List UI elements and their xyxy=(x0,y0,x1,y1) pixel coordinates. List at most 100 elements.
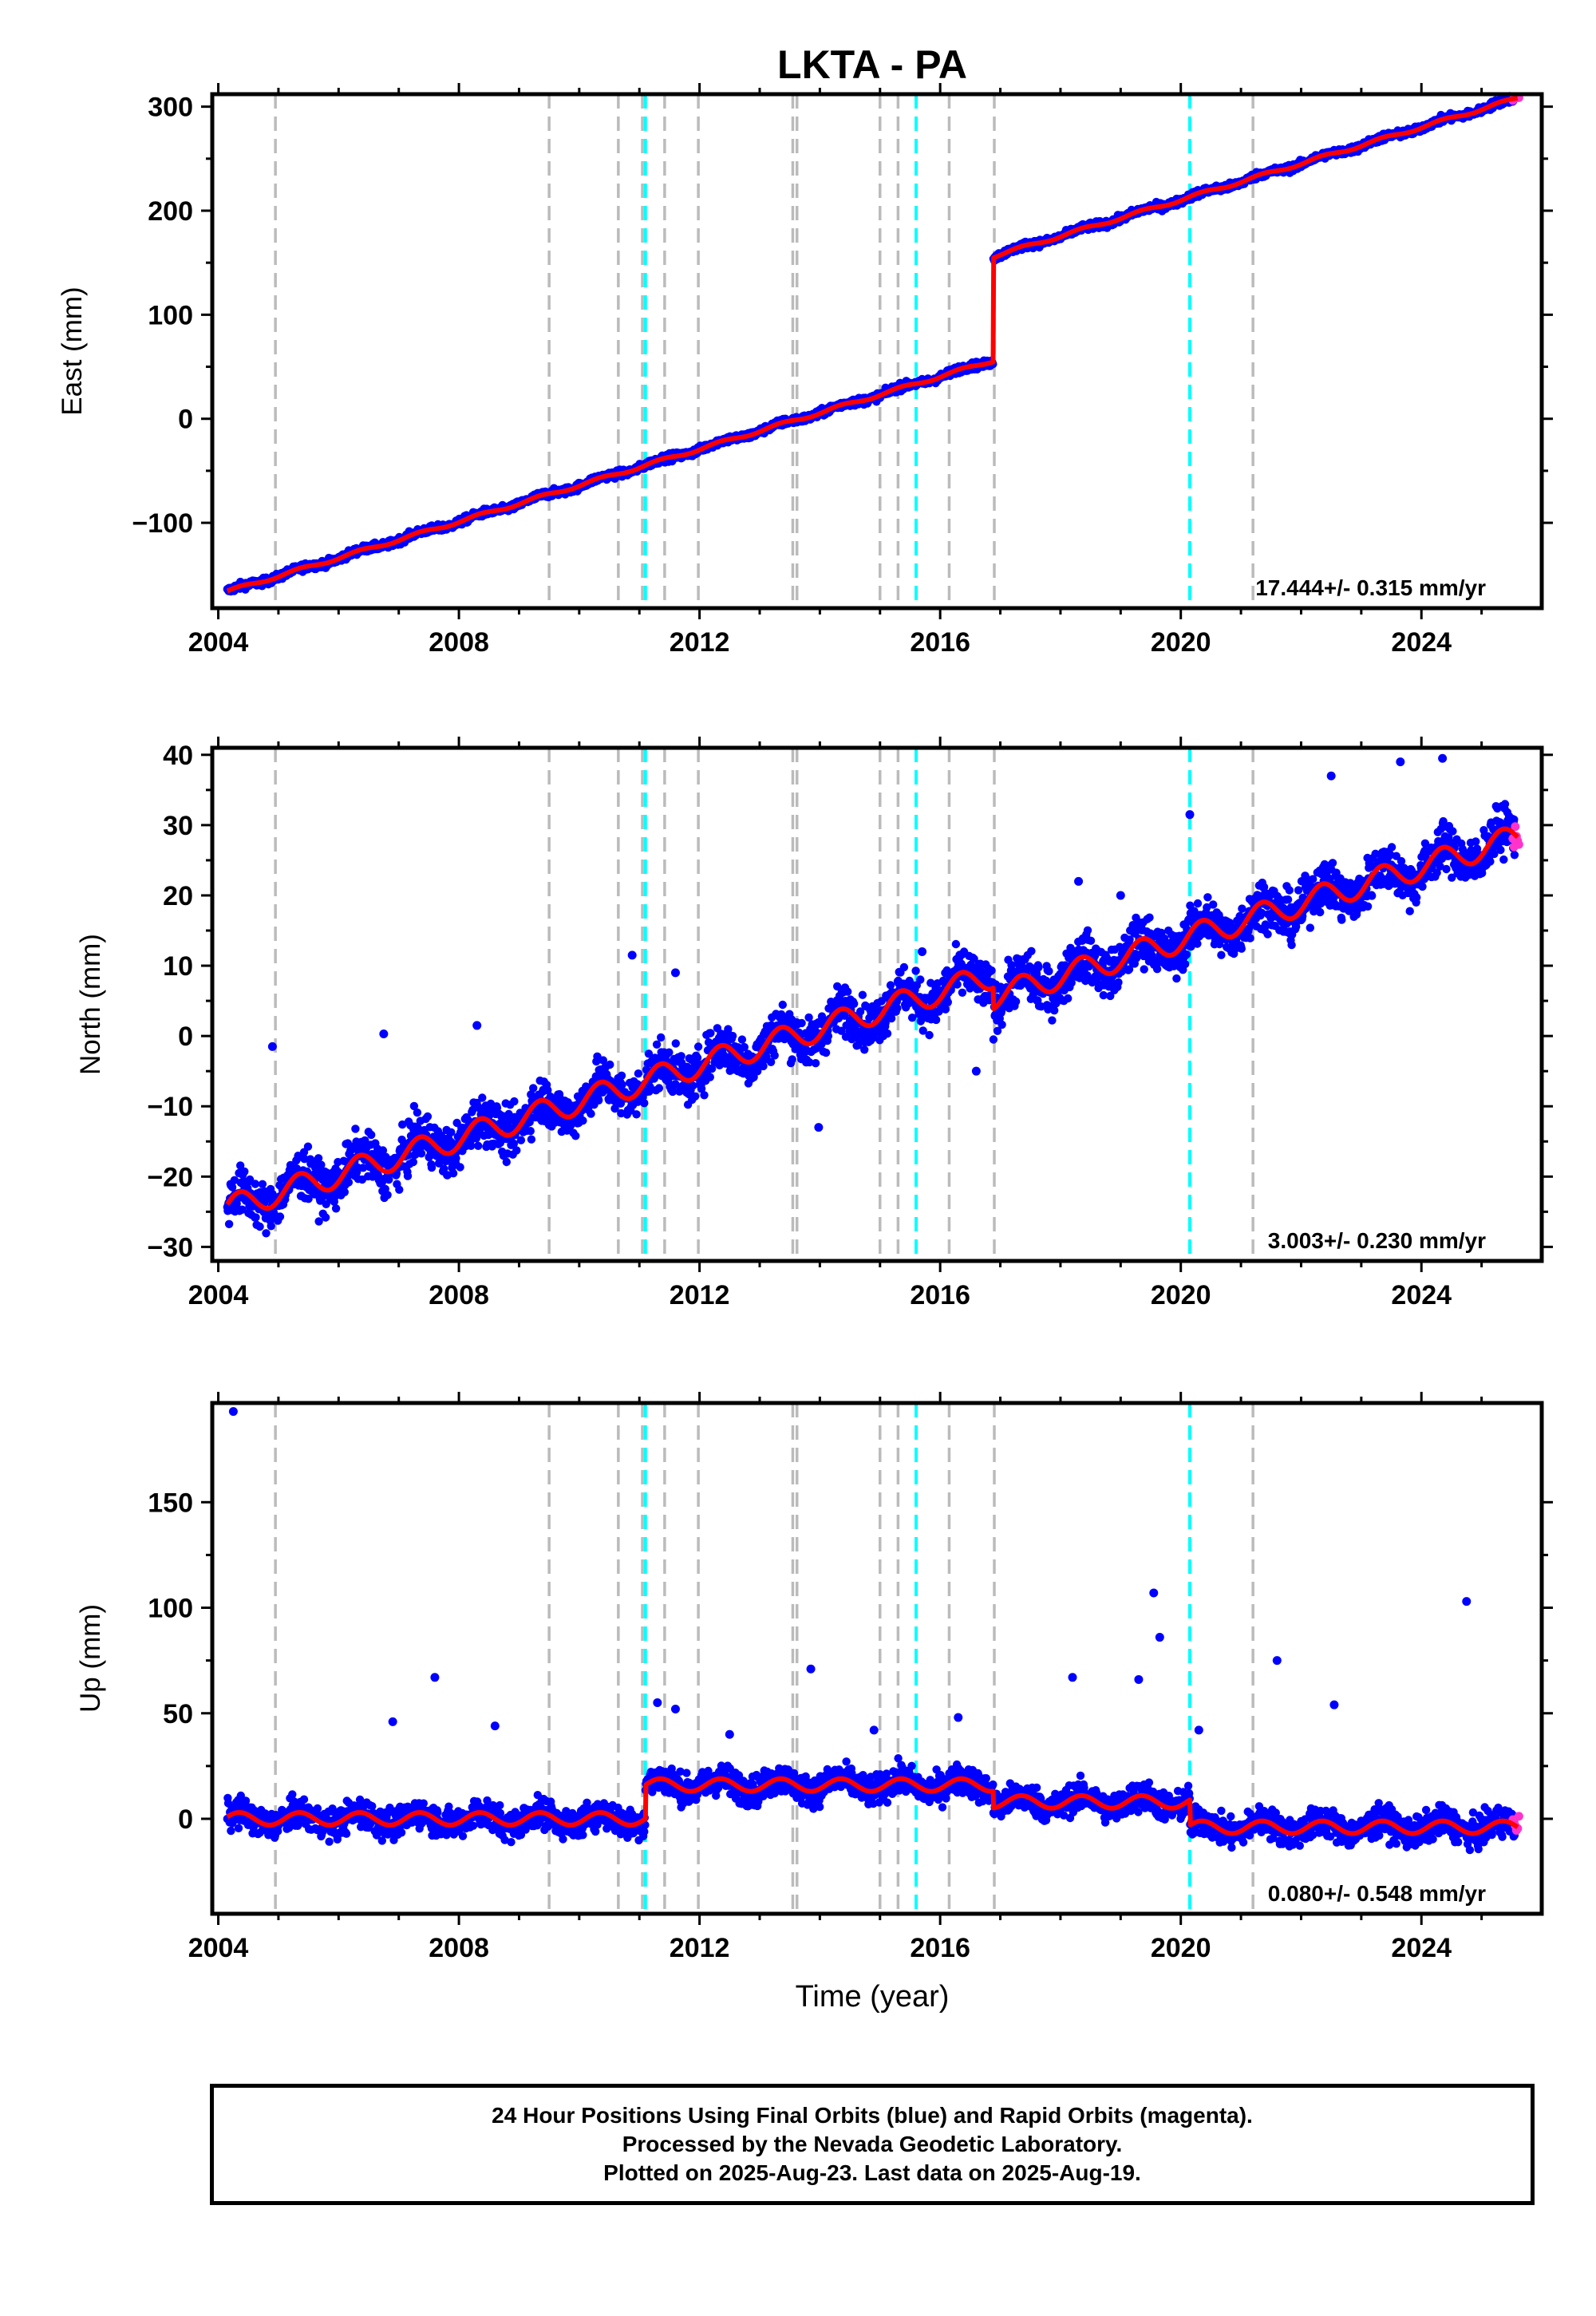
data-point xyxy=(951,939,961,949)
data-point xyxy=(447,1128,456,1137)
data-point xyxy=(571,1132,580,1140)
data-point xyxy=(925,1030,934,1040)
data-point xyxy=(516,1136,526,1144)
data-point xyxy=(671,1039,680,1048)
data-point xyxy=(1048,1016,1057,1025)
data-point xyxy=(916,975,925,984)
data-point xyxy=(1083,926,1092,935)
data-point xyxy=(998,1020,1006,1030)
final-orbit-points xyxy=(223,92,1519,596)
data-point xyxy=(911,966,920,975)
data-point xyxy=(526,1127,535,1136)
data-point xyxy=(502,1157,511,1167)
panel-1: 2004 2008 2012 2016 2020 2024−30−20−100102030… xyxy=(75,737,1553,1310)
data-point xyxy=(931,1015,941,1025)
data-point xyxy=(989,1035,998,1044)
data-point xyxy=(1011,997,1021,1006)
data-point xyxy=(417,1149,426,1158)
data-point xyxy=(640,1099,649,1108)
data-point xyxy=(1132,954,1141,962)
data-point xyxy=(1086,936,1096,946)
y-tick-label: 200 xyxy=(148,196,193,227)
x-tick-label: 2016 xyxy=(910,627,970,658)
data-point xyxy=(770,1051,779,1060)
data-point xyxy=(383,1191,392,1199)
data-point xyxy=(618,1080,626,1089)
data-point xyxy=(427,1163,437,1172)
data-point xyxy=(258,1180,267,1189)
data-point xyxy=(413,1108,422,1117)
data-point xyxy=(579,1117,587,1125)
data-point xyxy=(958,988,967,998)
data-point xyxy=(478,1093,487,1102)
data-point xyxy=(893,1004,902,1013)
data-point xyxy=(456,1163,464,1172)
data-point xyxy=(303,1142,313,1151)
data-point xyxy=(1114,978,1123,987)
data-point xyxy=(251,1213,260,1222)
data-point xyxy=(474,1141,483,1151)
y-tick-label: 100 xyxy=(148,300,193,330)
x-tick-label: 2024 xyxy=(1391,627,1452,658)
model-line xyxy=(225,96,1520,594)
chart-title: LKTA - PA xyxy=(777,42,967,87)
data-point xyxy=(811,1059,820,1068)
data-point xyxy=(824,1032,833,1041)
data-point xyxy=(617,1071,626,1081)
data-point xyxy=(267,1222,275,1231)
data-point xyxy=(423,1112,433,1121)
data-point xyxy=(395,1185,404,1194)
data-point xyxy=(331,1204,341,1213)
y-axis-label: East (mm) xyxy=(57,287,88,415)
data-point xyxy=(706,1029,715,1037)
x-tick-label: 2004 xyxy=(188,627,249,658)
data-point xyxy=(665,1048,674,1057)
data-point xyxy=(1050,1006,1059,1015)
data-point xyxy=(821,1048,831,1057)
x-tick-label: 2012 xyxy=(670,627,730,658)
data-point xyxy=(403,1172,413,1180)
data-point xyxy=(321,1213,330,1222)
x-tick-label: 2008 xyxy=(429,627,489,658)
data-point xyxy=(788,1055,796,1064)
data-point xyxy=(275,1212,285,1221)
data-point xyxy=(843,987,852,996)
data-point xyxy=(634,1069,643,1078)
data-point xyxy=(240,1167,249,1176)
data-point xyxy=(883,1029,892,1038)
data-point xyxy=(510,1097,519,1106)
data-point xyxy=(409,1157,417,1167)
data-point xyxy=(690,1092,700,1101)
data-point xyxy=(527,1135,536,1144)
data-point xyxy=(987,966,996,975)
data-point xyxy=(595,1096,603,1105)
data-point xyxy=(693,1042,703,1051)
data-point xyxy=(1045,966,1053,976)
data-point xyxy=(255,1222,264,1231)
data-point xyxy=(850,999,859,1009)
data-point xyxy=(529,1084,538,1093)
data-point xyxy=(705,1073,714,1081)
data-point xyxy=(351,1124,360,1133)
data-point xyxy=(251,1180,260,1188)
data-point xyxy=(858,990,867,999)
data-point xyxy=(700,1091,709,1100)
data-point xyxy=(778,1000,787,1010)
velocity-label: 17.444+/- 0.315 mm/yr xyxy=(1255,575,1486,600)
data-point xyxy=(728,1031,737,1041)
data-point xyxy=(657,1033,666,1042)
data-point xyxy=(448,1169,458,1178)
x-axis-label: Time (year) xyxy=(796,1980,950,2014)
x-tick-label: 2020 xyxy=(1151,627,1211,658)
data-point xyxy=(367,1130,376,1140)
y-tick-label: 0 xyxy=(178,405,193,435)
data-point xyxy=(344,1178,354,1187)
data-point xyxy=(606,1060,614,1069)
data-point xyxy=(512,1146,521,1155)
y-tick-label: −100 xyxy=(132,508,193,539)
data-point xyxy=(652,1040,662,1049)
data-point xyxy=(262,1229,271,1238)
data-point xyxy=(224,1219,234,1229)
y-tick-label: 300 xyxy=(148,93,193,123)
data-point xyxy=(587,1109,595,1118)
